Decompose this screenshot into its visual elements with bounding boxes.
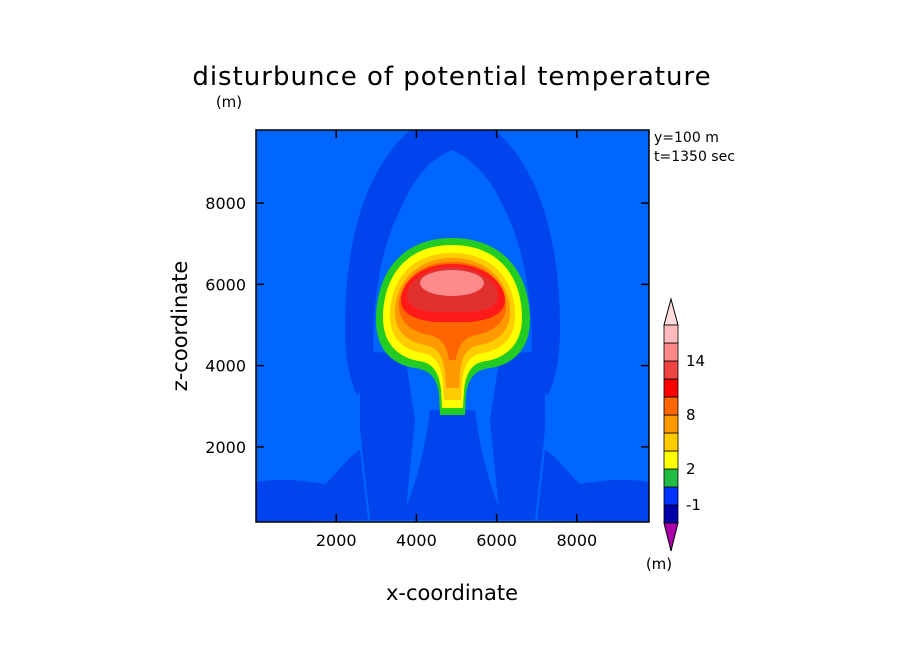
y-unit: (m): [216, 93, 242, 111]
y-axis-label: z-coordinate: [168, 261, 192, 392]
plot-area: 2000 4000 6000 8000 2000 4000 6000 8000: [205, 129, 650, 550]
contour-stem-region: [400, 410, 505, 520]
stem-striations: [424, 425, 481, 485]
info-y: y=100 m: [654, 130, 719, 146]
contour-column-right: [490, 350, 545, 520]
colorbar-swatch-9: [663, 342, 679, 362]
contour-field: [256, 130, 649, 522]
x-ticks: 2000 4000 6000 8000: [316, 130, 597, 550]
colorbar-swatch-5: [663, 414, 679, 434]
colorbar-swatch-8: [663, 360, 679, 380]
contour-lower-right: [537, 450, 649, 522]
x-axis-label: x-coordinate: [386, 581, 518, 605]
colorbar-label-0: -1: [686, 496, 701, 514]
y-tick-label-1: 4000: [205, 357, 246, 376]
colorbar: -1 2 8 14: [663, 297, 705, 552]
colorbar-unit: (m): [646, 555, 672, 573]
y-ticks: 2000 4000 6000 8000: [205, 194, 649, 457]
colorbar-over-arrow: [663, 297, 679, 326]
colorbar-under-arrow: [663, 522, 679, 552]
colorbar-swatch-7: [663, 378, 679, 398]
colorbar-label-3: 14: [686, 352, 705, 370]
x-tick-label-2: 6000: [476, 531, 517, 550]
colorbar-swatch-2: [663, 468, 679, 488]
contour-lower-left: [256, 450, 368, 522]
x-tick-label-3: 8000: [556, 531, 597, 550]
colorbar-swatch-1: [663, 486, 679, 506]
contour-upper-arch: [345, 130, 560, 395]
x-tick-label-0: 2000: [316, 531, 357, 550]
info-t: t=1350 sec: [654, 149, 735, 165]
colorbar-label-1: 2: [686, 460, 696, 478]
y-tick-label-0: 2000: [205, 438, 246, 457]
colorbar-swatch-4: [663, 432, 679, 452]
colorbar-swatch-6: [663, 396, 679, 416]
contour-column-left: [360, 350, 415, 520]
contour-level-14: [420, 270, 484, 296]
y-tick-label-2: 6000: [205, 275, 246, 294]
y-tick-label-3: 8000: [205, 194, 246, 213]
plot-frame: [255, 129, 650, 523]
chart-title: disturbunce of potential temperature: [192, 62, 711, 92]
colorbar-label-2: 8: [686, 406, 696, 424]
colorbar-swatch-0: [663, 504, 679, 524]
colorbar-swatch-10: [663, 324, 679, 344]
colorbar-swatch-3: [663, 450, 679, 470]
x-tick-label-1: 4000: [396, 531, 437, 550]
